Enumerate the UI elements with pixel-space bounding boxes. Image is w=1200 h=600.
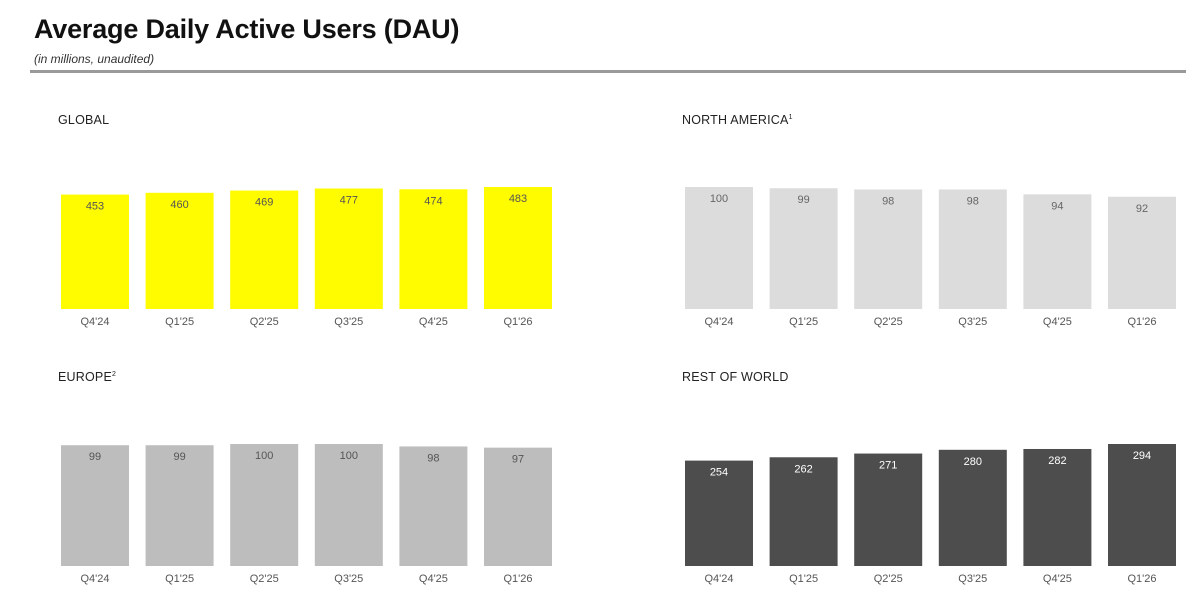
bar-global-2 — [230, 190, 299, 309]
category-label: Q2'25 — [250, 573, 279, 585]
category-label: Q1'25 — [165, 316, 194, 328]
global-dau-chart: 453 Q4'24 460 Q1'25 469 Q2'25 477 Q3'25 474 Q4'25… — [61, 187, 552, 328]
page-title: Average Daily Active Users (DAU) — [34, 14, 460, 44]
bar-north-america-3 — [938, 189, 1007, 309]
bar-value-label: 474 — [424, 195, 442, 207]
bar-north-america-5 — [1108, 196, 1176, 309]
bar-north-america-1 — [769, 188, 838, 309]
bar-europe-1 — [145, 445, 214, 566]
bar-value-label: 98 — [967, 195, 979, 207]
category-label: Q4'25 — [419, 316, 448, 328]
category-label: Q3'25 — [958, 573, 987, 585]
header-divider — [30, 70, 1186, 73]
bar-value-label: 98 — [882, 195, 894, 207]
bar-north-america-0 — [685, 187, 753, 309]
category-label: Q3'25 — [334, 573, 363, 585]
bar-rest-of-world-4 — [1023, 448, 1092, 566]
bar-rest-of-world-5 — [1108, 444, 1176, 566]
bar-north-america-2 — [854, 189, 923, 309]
bar-north-america-4 — [1023, 194, 1092, 309]
bar-value-label: 280 — [964, 456, 982, 468]
bar-value-label: 94 — [1051, 200, 1063, 212]
category-label: Q2'25 — [874, 316, 903, 328]
bar-europe-0 — [61, 445, 129, 566]
category-label: Q4'24 — [80, 573, 109, 585]
category-label: Q4'25 — [1043, 573, 1072, 585]
bar-value-label: 469 — [255, 197, 273, 209]
europe-dau-chart: 99 Q4'24 99 Q1'25 100 Q2'25 100 Q3'25 98 Q4'25 97 Q… — [61, 444, 552, 585]
category-label: Q2'25 — [874, 573, 903, 585]
category-label: Q4'24 — [704, 573, 733, 585]
bar-global-1 — [145, 192, 214, 309]
north-america-dau-chart: 100 Q4'24 99 Q1'25 98 Q2'25 98 Q3'25 94 Q4'25 92 Q1… — [685, 187, 1176, 328]
bar-rest-of-world-2 — [854, 453, 923, 566]
category-label: Q1'26 — [503, 316, 532, 328]
bar-value-label: 453 — [86, 201, 104, 213]
category-label: Q1'26 — [503, 573, 532, 585]
bar-value-label: 294 — [1133, 450, 1151, 462]
bar-europe-4 — [399, 446, 468, 566]
category-label: Q4'24 — [704, 316, 733, 328]
bar-value-label: 262 — [794, 463, 812, 475]
category-label: Q1'25 — [165, 573, 194, 585]
bar-global-4 — [399, 189, 468, 309]
category-label: Q1'25 — [789, 316, 818, 328]
bar-value-label: 99 — [797, 194, 809, 206]
bar-value-label: 254 — [710, 467, 728, 479]
bar-value-label: 99 — [89, 451, 101, 463]
panel-title: REST OF WORLD — [682, 370, 789, 384]
rest-of-world-dau-chart: 254 Q4'24 262 Q1'25 271 Q2'25 280 Q3'25 282 Q4'25… — [685, 444, 1176, 585]
bar-value-label: 92 — [1136, 203, 1148, 215]
category-label: Q4'25 — [419, 573, 448, 585]
panel-title: GLOBAL — [58, 113, 110, 127]
bar-rest-of-world-1 — [769, 457, 838, 566]
bar-global-0 — [61, 194, 129, 309]
bar-value-label: 98 — [427, 452, 439, 464]
bar-rest-of-world-3 — [938, 449, 1007, 566]
bar-value-label: 477 — [340, 195, 358, 207]
bar-value-label: 100 — [255, 450, 273, 462]
bar-value-label: 100 — [340, 450, 358, 462]
panel-rest-of-world: REST OF WORLD 254 Q4'24 262 Q1'25 271 Q2'25 28… — [682, 370, 1192, 600]
panel-title: NORTH AMERICA1 — [682, 113, 793, 127]
bar-europe-2 — [230, 444, 299, 566]
bar-value-label: 100 — [710, 193, 728, 205]
bar-value-label: 460 — [170, 199, 188, 211]
bar-value-label: 483 — [509, 193, 527, 205]
bar-global-3 — [314, 188, 383, 309]
category-label: Q1'26 — [1127, 316, 1156, 328]
category-label: Q3'25 — [334, 316, 363, 328]
category-label: Q4'25 — [1043, 316, 1072, 328]
bar-value-label: 97 — [512, 454, 524, 466]
panel-europe: EUROPE2 99 Q4'24 99 Q1'25 100 Q2'25 100 Q3'25 98… — [58, 370, 568, 600]
category-label: Q1'25 — [789, 573, 818, 585]
bar-europe-3 — [314, 444, 383, 566]
panel-global: GLOBAL 453 Q4'24 460 Q1'25 469 Q2'25 477 Q3'25 4… — [58, 113, 568, 343]
category-label: Q3'25 — [958, 316, 987, 328]
bar-value-label: 99 — [173, 451, 185, 463]
bar-value-label: 271 — [879, 460, 897, 472]
bar-value-label: 282 — [1048, 455, 1066, 467]
page-subtitle: (in millions, unaudited) — [34, 52, 155, 66]
panel-title: EUROPE2 — [58, 370, 117, 384]
category-label: Q2'25 — [250, 316, 279, 328]
category-label: Q1'26 — [1127, 573, 1156, 585]
bar-rest-of-world-0 — [685, 460, 753, 566]
bar-europe-5 — [484, 447, 552, 566]
panel-north-america: NORTH AMERICA1 100 Q4'24 99 Q1'25 98 Q2'25 98 Q… — [682, 113, 1192, 343]
category-label: Q4'24 — [80, 316, 109, 328]
bar-global-5 — [484, 187, 552, 309]
